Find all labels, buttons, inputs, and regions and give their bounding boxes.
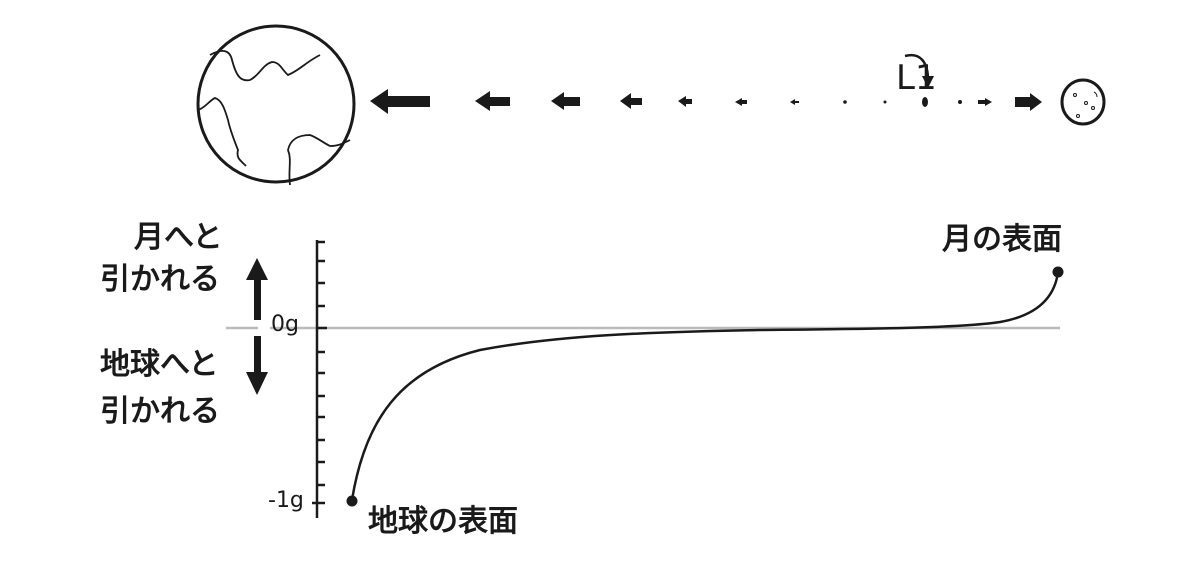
l1-pointer-arrow bbox=[904, 53, 930, 81]
pulled-to-moon-label-1: 月へと bbox=[134, 220, 223, 255]
arrow-left-icon bbox=[370, 89, 430, 114]
gravity-curve bbox=[350, 271, 1060, 501]
l1-pointer-arrowhead bbox=[922, 76, 934, 88]
arrow-right-icon bbox=[978, 98, 992, 106]
arrow-left-icon bbox=[735, 98, 747, 106]
dot-icon bbox=[958, 100, 962, 104]
earth-surface-point bbox=[346, 495, 358, 507]
moon-surface-point bbox=[1052, 266, 1064, 278]
y-axis bbox=[312, 240, 327, 518]
dot-icon bbox=[843, 100, 847, 104]
pulled-to-moon-label-2: 引かれる bbox=[100, 262, 220, 297]
pulled-to-earth-label-1: 地球へと bbox=[100, 347, 219, 382]
force-arrows bbox=[370, 89, 1042, 114]
arrow-left-icon bbox=[678, 96, 692, 107]
moon-surface-label: 月の表面 bbox=[942, 222, 1062, 257]
direction-arrows bbox=[246, 258, 268, 395]
arrow-left-icon bbox=[551, 92, 580, 110]
earth-icon bbox=[196, 24, 356, 186]
arrow-left-icon bbox=[620, 93, 642, 109]
tick-label-minus-one: -1g bbox=[268, 488, 304, 513]
earth-surface-label: 地球の表面 bbox=[368, 504, 518, 539]
tick-label-zero: 0g bbox=[271, 312, 299, 337]
arrow-left-icon bbox=[790, 99, 799, 105]
l1-point-icon bbox=[922, 97, 928, 107]
arrow-right-icon bbox=[1015, 93, 1042, 111]
pulled-to-earth-label-2: 引かれる bbox=[100, 394, 220, 429]
l1-label: L1 bbox=[896, 58, 937, 98]
moon-icon bbox=[1060, 78, 1106, 126]
arrow-left-icon bbox=[475, 91, 510, 111]
dot-icon bbox=[883, 100, 887, 104]
